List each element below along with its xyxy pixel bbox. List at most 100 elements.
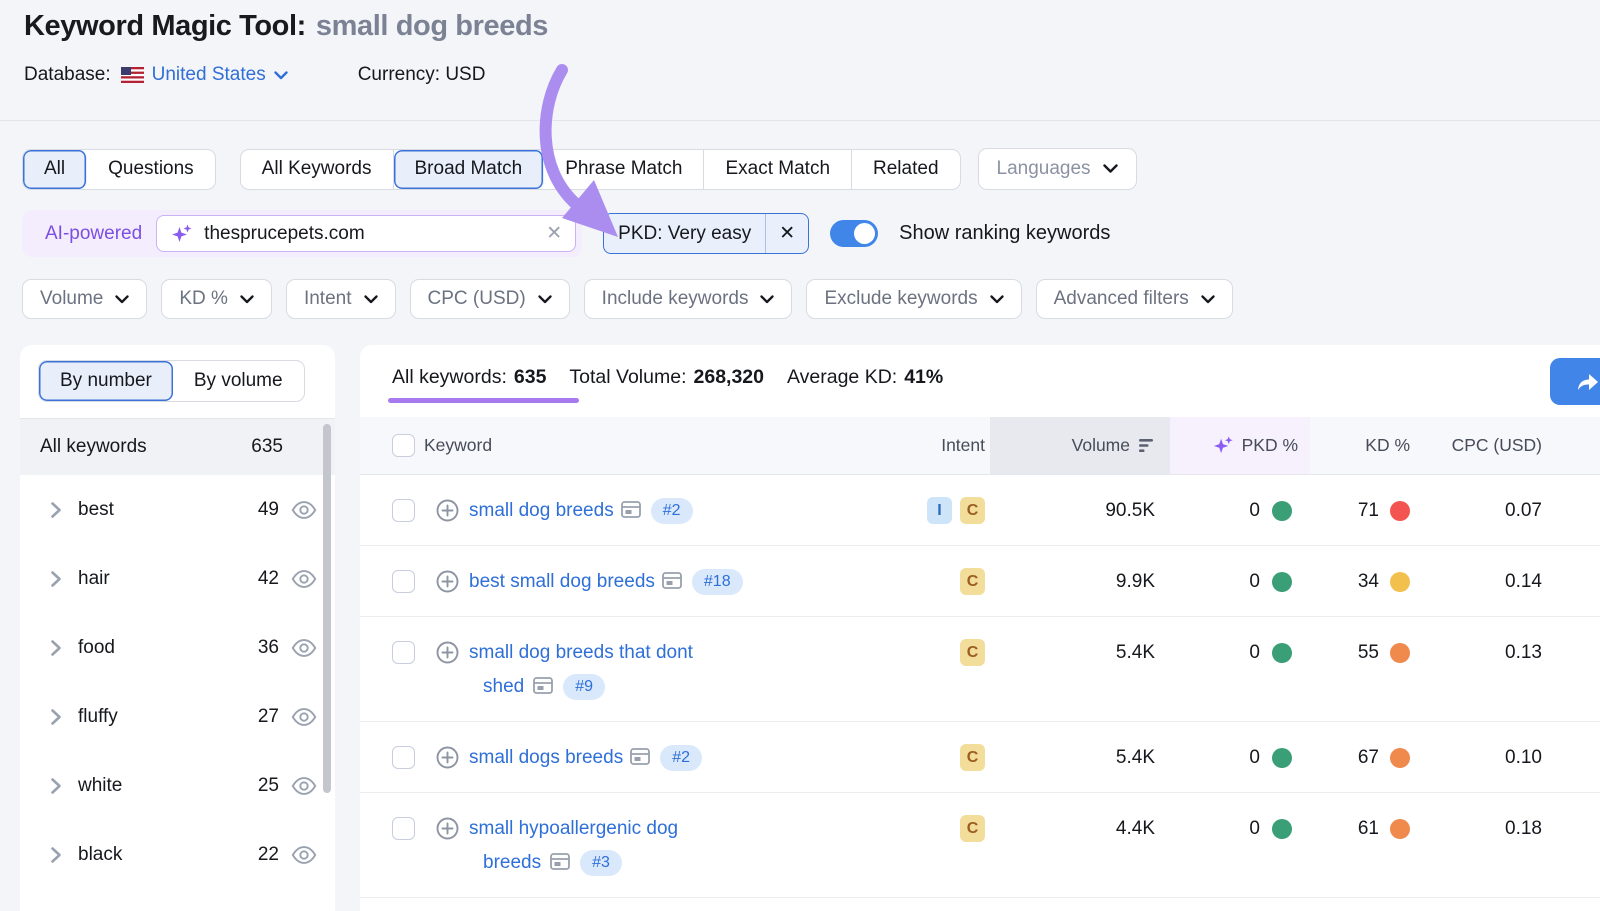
group-item-hair[interactable]: hair 42 bbox=[20, 544, 335, 613]
tab-by-volume[interactable]: By volume bbox=[193, 370, 283, 391]
show-ranking-keywords-toggle[interactable] bbox=[830, 220, 879, 247]
keyword-link[interactable]: small dogs breeds #2 bbox=[469, 744, 702, 771]
serp-features-icon[interactable] bbox=[620, 501, 641, 518]
ranking-position-badge[interactable]: #18 bbox=[691, 569, 743, 595]
row-checkbox[interactable] bbox=[392, 746, 415, 769]
filters-row: Volume KD % Intent CPC (USD) Include key… bbox=[22, 279, 1233, 319]
filter-exclude-keywords[interactable]: Exclude keywords bbox=[806, 279, 1022, 319]
filter-cpc[interactable]: CPC (USD) bbox=[409, 279, 570, 319]
eye-icon[interactable] bbox=[291, 845, 317, 864]
intent-badge-commercial[interactable]: C bbox=[960, 815, 985, 842]
chevron-down-icon bbox=[538, 294, 552, 304]
row-checkbox[interactable] bbox=[392, 499, 415, 522]
eye-icon[interactable] bbox=[291, 776, 317, 795]
column-volume[interactable]: Volume bbox=[990, 417, 1170, 474]
tab-questions[interactable]: Questions bbox=[108, 158, 194, 179]
row-checkbox[interactable] bbox=[392, 641, 415, 664]
domain-input[interactable]: thesprucepets.com ✕ bbox=[156, 215, 577, 252]
row-checkbox[interactable] bbox=[392, 570, 415, 593]
tab-by-number[interactable]: By number bbox=[39, 361, 173, 401]
chevron-down-icon bbox=[115, 294, 130, 304]
group-item-food[interactable]: food 36 bbox=[20, 613, 335, 682]
row-checkbox[interactable] bbox=[392, 817, 415, 840]
filter-volume[interactable]: Volume bbox=[22, 279, 148, 319]
select-all-checkbox[interactable] bbox=[392, 434, 415, 457]
intent-badge-informational[interactable]: I bbox=[927, 497, 952, 524]
kd-cell: 71 bbox=[1310, 497, 1420, 524]
eye-icon[interactable] bbox=[291, 500, 317, 519]
column-cpc[interactable]: CPC (USD) bbox=[1451, 435, 1542, 455]
filter-kd[interactable]: KD % bbox=[161, 279, 272, 319]
ranking-position-badge[interactable]: #3 bbox=[580, 850, 622, 876]
chevron-right-icon bbox=[50, 501, 62, 519]
tab-all[interactable]: All bbox=[23, 149, 88, 189]
group-label: food bbox=[78, 636, 115, 658]
database-selector[interactable]: United States bbox=[152, 64, 288, 86]
kd-value: 71 bbox=[1357, 500, 1379, 521]
tab-related[interactable]: Related bbox=[873, 158, 939, 179]
table-row: small hypoallergenic dog breeds #3 C 4.4K … bbox=[360, 793, 1600, 898]
serp-features-icon[interactable] bbox=[550, 853, 571, 870]
tab-all-keywords[interactable]: All Keywords bbox=[241, 149, 394, 189]
tab-phrase-match[interactable]: Phrase Match bbox=[544, 149, 705, 189]
ranking-position-badge[interactable]: #2 bbox=[660, 745, 702, 771]
add-keyword-icon[interactable] bbox=[436, 570, 459, 593]
table-header: Keyword Intent Volume PKD % KD % CPC (US… bbox=[360, 417, 1600, 475]
column-kd[interactable]: KD % bbox=[1365, 435, 1410, 455]
intent-cell: C bbox=[880, 744, 990, 771]
keyword-link[interactable]: small hypoallergenic dog breeds #3 bbox=[469, 815, 678, 876]
keyword-link[interactable]: best small dog breeds #18 bbox=[469, 568, 743, 595]
group-item-fluffy[interactable]: fluffy 27 bbox=[20, 682, 335, 751]
intent-badge-commercial[interactable]: C bbox=[960, 744, 985, 771]
group-label: fluffy bbox=[78, 705, 118, 727]
group-label: best bbox=[78, 498, 114, 520]
kd-dot bbox=[1390, 572, 1410, 592]
ranking-position-badge[interactable]: #9 bbox=[563, 674, 605, 700]
add-keyword-icon[interactable] bbox=[436, 641, 459, 664]
group-item-best[interactable]: best 49 bbox=[20, 475, 335, 544]
add-keyword-icon[interactable] bbox=[436, 817, 459, 840]
keyword-link[interactable]: small dog breeds #2 bbox=[469, 497, 693, 524]
stat-all-keywords[interactable]: All keywords: 635 bbox=[392, 366, 547, 388]
tab-broad-match[interactable]: Broad Match bbox=[393, 149, 545, 189]
group-item-white[interactable]: white 25 bbox=[20, 751, 335, 820]
intent-cell: C bbox=[880, 815, 990, 842]
toggle-knob bbox=[854, 223, 876, 244]
filter-intent[interactable]: Intent bbox=[285, 279, 396, 319]
ranking-position-badge[interactable]: #2 bbox=[650, 498, 693, 524]
languages-dropdown[interactable]: Languages bbox=[977, 148, 1137, 190]
group-count: 25 bbox=[257, 774, 279, 796]
serp-features-icon[interactable] bbox=[661, 572, 682, 589]
eye-icon[interactable] bbox=[291, 707, 317, 726]
column-keyword[interactable]: Keyword bbox=[424, 435, 493, 455]
export-button[interactable] bbox=[1550, 358, 1600, 405]
group-item-black[interactable]: black 22 bbox=[20, 820, 335, 889]
serp-features-icon[interactable] bbox=[533, 677, 554, 694]
all-keywords-group[interactable]: All keywords 635 bbox=[20, 419, 335, 475]
kd-dot bbox=[1390, 643, 1410, 663]
clear-input-icon[interactable]: ✕ bbox=[546, 223, 563, 244]
column-intent[interactable]: Intent bbox=[941, 435, 985, 455]
intent-badge-commercial[interactable]: C bbox=[960, 639, 985, 666]
currency-label: Currency: USD bbox=[357, 64, 486, 85]
add-keyword-icon[interactable] bbox=[436, 746, 459, 769]
intent-badge-commercial[interactable]: C bbox=[960, 568, 985, 595]
filter-include-keywords[interactable]: Include keywords bbox=[583, 279, 793, 319]
intent-cell: I C bbox=[880, 497, 990, 524]
serp-features-icon[interactable] bbox=[630, 748, 651, 765]
eye-icon[interactable] bbox=[291, 638, 317, 657]
intent-badge-commercial[interactable]: C bbox=[960, 497, 985, 524]
stat-total-volume: Total Volume: 268,320 bbox=[569, 366, 764, 388]
all-keywords-count: 635 bbox=[251, 436, 283, 457]
filter-advanced[interactable]: Advanced filters bbox=[1035, 279, 1233, 319]
tab-exact-match[interactable]: Exact Match bbox=[704, 149, 853, 189]
sidebar-scrollbar[interactable] bbox=[323, 424, 331, 793]
column-pkd[interactable]: PKD % bbox=[1170, 417, 1310, 474]
eye-icon[interactable] bbox=[291, 569, 317, 588]
remove-pkd-filter-icon[interactable]: ✕ bbox=[765, 214, 808, 253]
add-keyword-icon[interactable] bbox=[436, 499, 459, 522]
pkd-chip-label[interactable]: PKD: Very easy bbox=[618, 222, 752, 244]
cpc-value: 0.13 bbox=[1505, 642, 1542, 663]
keyword-link[interactable]: small dog breeds that dont shed #9 bbox=[469, 639, 693, 700]
kd-cell: 34 bbox=[1310, 568, 1420, 595]
